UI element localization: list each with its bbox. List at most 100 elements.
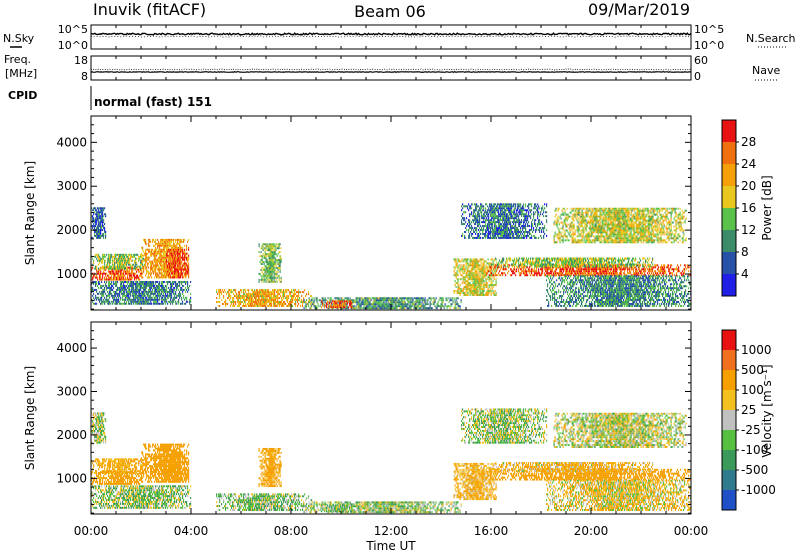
- power-cell: [490, 272, 492, 275]
- power-cell: [471, 293, 473, 296]
- power-cell: [481, 280, 483, 283]
- power-cell: [380, 299, 382, 302]
- power-cell: [331, 305, 333, 308]
- power-cell: [275, 295, 277, 298]
- power-cell: [404, 301, 406, 304]
- power-cell: [182, 268, 184, 271]
- power-cell: [613, 272, 615, 275]
- power-cell: [109, 270, 111, 273]
- power-cell: [91, 288, 93, 291]
- power-cell: [264, 255, 266, 258]
- power-cell: [174, 286, 176, 289]
- power-cell: [477, 264, 479, 267]
- power-cell: [188, 262, 190, 265]
- power-cell: [281, 301, 283, 303]
- power-cell: [355, 301, 357, 304]
- power-cell: [339, 299, 341, 302]
- power-cell: [169, 260, 171, 263]
- power-cell: [481, 274, 483, 277]
- power-cell: [102, 257, 104, 260]
- power-cell: [131, 270, 133, 273]
- power-cell: [170, 290, 172, 293]
- power-cell: [185, 274, 187, 277]
- power-cell: [164, 254, 166, 257]
- power-cell: [254, 295, 256, 298]
- power-cell: [245, 299, 247, 302]
- power-cell: [129, 274, 131, 277]
- power-cell: [137, 288, 139, 291]
- power-cell: [233, 297, 235, 300]
- power-cell: [161, 284, 163, 287]
- power-cell: [178, 268, 180, 271]
- power-cell: [300, 301, 302, 303]
- power-cell: [387, 297, 389, 300]
- power-cell: [160, 238, 162, 241]
- power-cell: [355, 297, 357, 300]
- power-cell: [267, 245, 269, 248]
- power-cell: [165, 252, 167, 255]
- power-cell: [260, 291, 262, 294]
- power-cell: [97, 284, 99, 287]
- power-cell: [275, 289, 277, 292]
- power-cell: [103, 221, 105, 224]
- power-cell: [490, 258, 492, 261]
- power-cell: [172, 300, 174, 303]
- power-cell: [150, 274, 152, 277]
- power-cell: [95, 221, 97, 224]
- power-cell: [114, 283, 116, 285]
- power-cell: [178, 281, 180, 284]
- power-cell: [344, 304, 346, 307]
- power-cell: [449, 307, 451, 310]
- power-cell: [146, 260, 148, 263]
- power-cell: [122, 274, 124, 277]
- power-cell: [156, 274, 158, 277]
- power-cell: [118, 300, 120, 303]
- power-cell: [230, 295, 232, 298]
- power-cell: [458, 260, 460, 263]
- power-cell: [235, 291, 237, 294]
- power-cell: [264, 249, 266, 252]
- power-cell: [177, 270, 179, 273]
- power-cell: [489, 266, 491, 269]
- power-cell: [142, 302, 144, 305]
- power-cell: [260, 255, 262, 258]
- power-cell: [135, 300, 137, 303]
- power-cell: [515, 270, 517, 273]
- power-cell: [290, 301, 292, 303]
- power-cell: [482, 270, 484, 273]
- power-cell: [472, 293, 474, 296]
- power-cell: [166, 258, 168, 261]
- power-cell: [101, 286, 103, 289]
- power-cell: [168, 272, 170, 275]
- power-cell: [155, 283, 157, 285]
- power-cell: [99, 229, 101, 231]
- power-cell: [146, 298, 148, 301]
- power-cell: [233, 301, 235, 303]
- power-cell: [165, 292, 167, 295]
- power-cell: [254, 293, 256, 296]
- power-cell: [124, 281, 126, 284]
- power-cell: [476, 272, 478, 275]
- power-cell: [136, 296, 138, 299]
- power-cell: [152, 296, 154, 299]
- power-cell: [383, 301, 385, 304]
- power-cell: [94, 227, 96, 230]
- power-cell: [174, 298, 176, 301]
- power-cell: [279, 280, 281, 283]
- power-cell: [381, 305, 383, 308]
- power-cell: [430, 307, 432, 310]
- power-cell: [341, 297, 343, 300]
- power-cell: [163, 292, 165, 295]
- power-cell: [117, 302, 119, 305]
- power-cell: [184, 258, 186, 261]
- power-cell: [401, 297, 403, 300]
- power-cell: [178, 302, 180, 305]
- power-cell: [101, 229, 103, 231]
- power-cell: [261, 295, 263, 298]
- power-cell: [117, 298, 119, 301]
- power-cell: [266, 302, 268, 305]
- power-cell: [94, 207, 96, 210]
- power-cell: [532, 268, 534, 271]
- power-cell: [114, 253, 116, 256]
- power-cell: [161, 283, 163, 285]
